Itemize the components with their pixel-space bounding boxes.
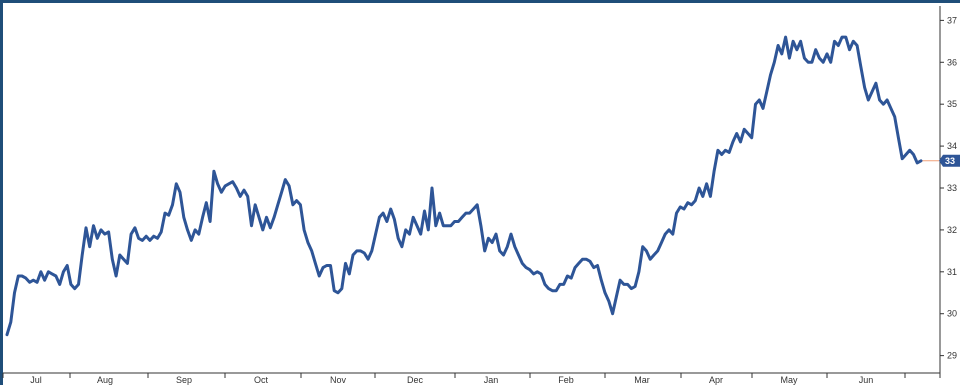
y-tick-label: 36 [947, 57, 957, 67]
series-line [5, 35, 923, 337]
y-tick-label: 32 [947, 225, 957, 235]
x-tick-label: Jun [859, 375, 874, 385]
current-value-marker: 33 [939, 154, 960, 167]
y-tick-label: 37 [947, 15, 957, 25]
chart-top-border [0, 0, 960, 3]
x-tick-label: Jul [30, 375, 42, 385]
x-tick-label: Apr [709, 375, 723, 385]
x-axis: Jul Aug Sep Oct Nov Dec Jan Feb Mar Apr May Jun [2, 373, 941, 385]
x-tick-label: Jan [484, 375, 499, 385]
x-tick-label: Oct [254, 375, 269, 385]
y-tick-label: 33 [947, 183, 957, 193]
x-tick-label: Aug [97, 375, 113, 385]
y-tick-label: 30 [947, 309, 957, 319]
chart-left-border [0, 0, 3, 385]
x-tick-label: Nov [330, 375, 347, 385]
y-tick-label: 29 [947, 351, 957, 361]
series-layer [5, 35, 923, 337]
x-tick-label: May [780, 375, 798, 385]
y-tick-label: 34 [947, 141, 957, 151]
x-tick-label: Mar [634, 375, 650, 385]
y-tick-label: 35 [947, 99, 957, 109]
current-value-label: 33 [945, 156, 955, 166]
x-tick-label: Feb [558, 375, 574, 385]
y-tick-label: 31 [947, 267, 957, 277]
current-value-tag [939, 154, 960, 167]
x-tick-label: Dec [407, 375, 424, 385]
y-axis: 29 30 31 32 33 34 35 36 37 [940, 15, 957, 361]
x-tick-label: Sep [176, 375, 192, 385]
